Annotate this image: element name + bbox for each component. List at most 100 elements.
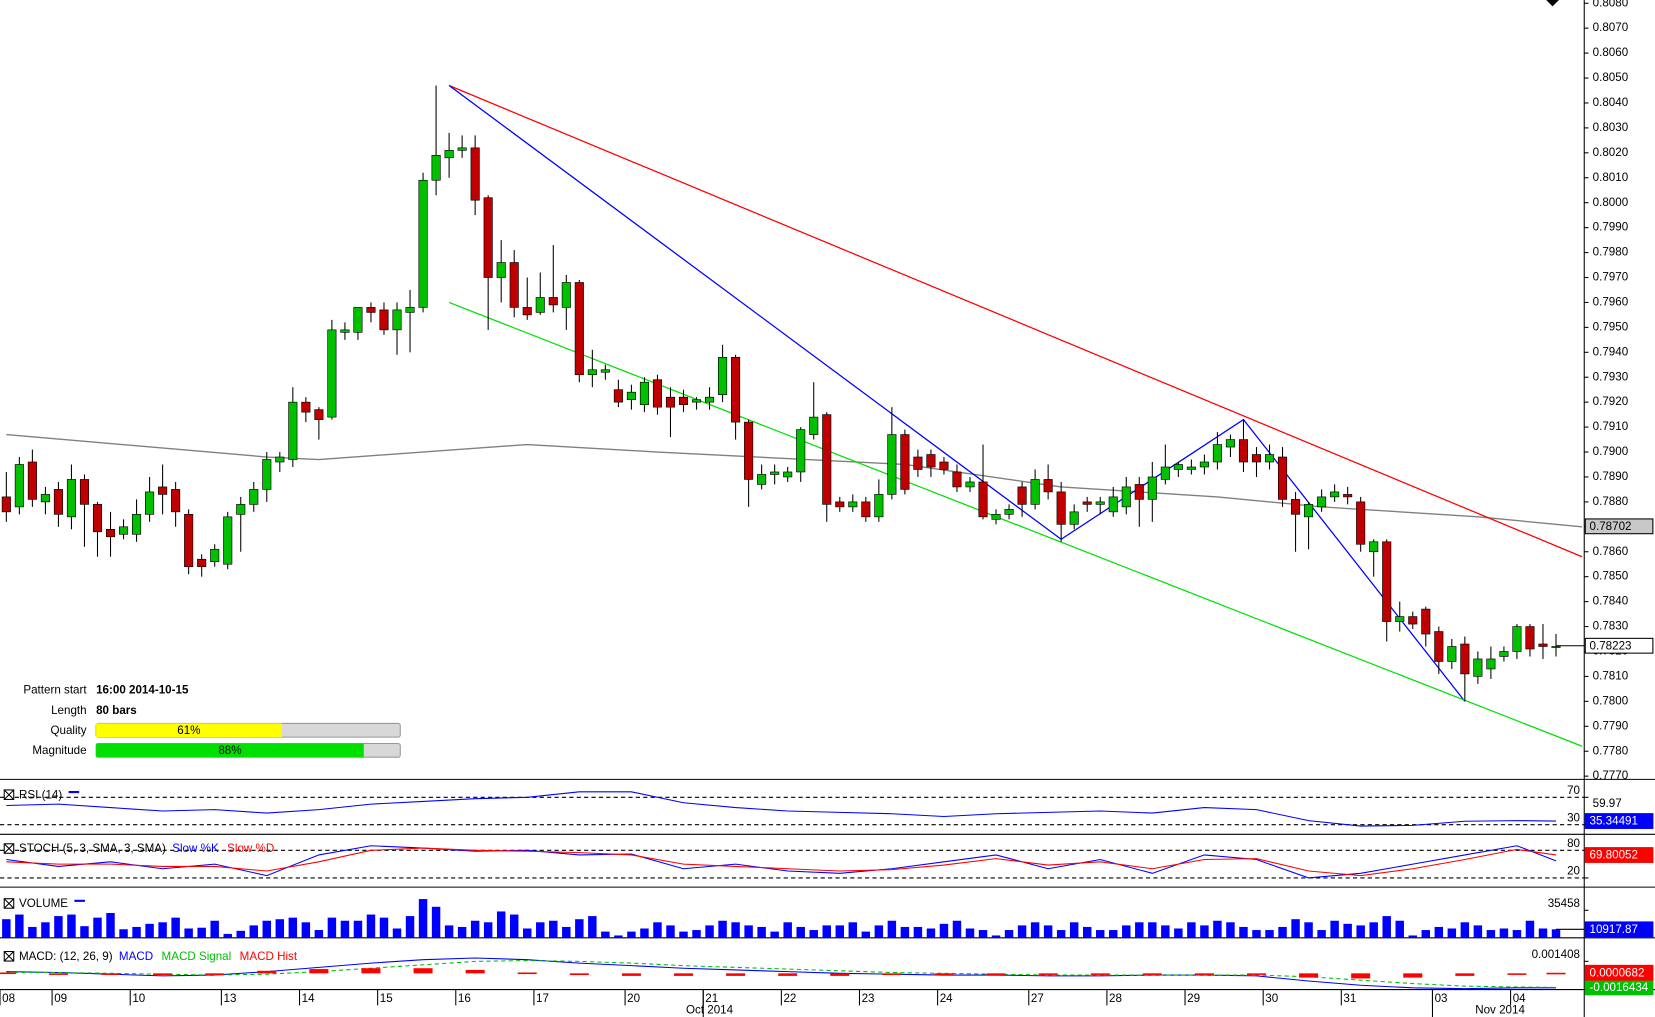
x-tick-label: 10 — [132, 992, 145, 1005]
volume-bar — [301, 922, 311, 938]
volume-bar — [223, 933, 232, 938]
volume-bar — [405, 916, 415, 938]
panel-title: MACD: (12, 26, 9) — [19, 950, 113, 963]
volume-bar — [1278, 926, 1287, 938]
candle-body — [327, 329, 337, 418]
histogram-bar — [1038, 973, 1058, 975]
candle-body — [1499, 651, 1509, 657]
volume-bar — [874, 925, 884, 938]
volume-bar — [1356, 925, 1365, 938]
y-tick-label: 0.8070 — [1593, 21, 1629, 34]
y-tick-label: 0.8020 — [1593, 146, 1629, 159]
x-tick-label: 31 — [1343, 992, 1356, 1005]
candle-body — [1277, 456, 1288, 500]
value-box-label: 10917.87 — [1590, 923, 1638, 936]
volume-bar — [93, 917, 102, 938]
volume-bar — [1226, 922, 1235, 938]
candle-body — [118, 526, 129, 535]
volume-bar — [796, 926, 805, 938]
volume-bar — [210, 920, 219, 938]
value-box — [1584, 921, 1654, 938]
volume-bar — [1252, 930, 1261, 938]
y-tick-label: 0.8010 — [1593, 171, 1629, 184]
histogram-bar — [0, 972, 16, 975]
volume-bar — [1187, 922, 1196, 938]
y-tick-label: 0.7770 — [1593, 769, 1629, 782]
candle-body — [1369, 541, 1379, 553]
candle-body — [158, 486, 168, 495]
volume-bar — [1538, 928, 1548, 938]
candle-body — [1512, 626, 1522, 652]
volume-bar — [835, 925, 844, 938]
candle-body — [1447, 646, 1457, 662]
candle-body — [1225, 439, 1235, 448]
histogram-bar — [882, 973, 902, 976]
y-tick-label: 0.7950 — [1593, 320, 1629, 333]
volume-bar — [1460, 922, 1470, 938]
candle-body — [197, 558, 207, 568]
legend-entry: Slow %K — [172, 842, 219, 855]
histogram-bar — [1403, 973, 1423, 978]
y-tick-label: 0.7990 — [1593, 221, 1629, 234]
volume-bar — [496, 911, 506, 938]
volume-bar — [809, 930, 818, 938]
volume-bar — [392, 928, 402, 938]
candle-body — [561, 282, 571, 308]
histogram-bar — [465, 969, 485, 974]
candle-body — [548, 297, 558, 306]
volume-bar — [1473, 925, 1483, 938]
candle-body — [444, 150, 454, 159]
volume-bar — [861, 931, 871, 938]
volume-bar — [731, 922, 740, 938]
candle-body — [1095, 501, 1105, 505]
pattern-line — [448, 301, 1583, 747]
candle-body — [691, 399, 702, 403]
panel-title: VOLUME — [19, 897, 68, 910]
volume-bar — [171, 917, 180, 938]
volume-bar — [887, 920, 897, 938]
y-tick-label: 0.8030 — [1593, 121, 1629, 134]
volume-bar — [1030, 922, 1040, 938]
histogram-bar — [1090, 973, 1110, 975]
candle-body — [105, 528, 116, 538]
candle-body — [79, 479, 90, 505]
volume-bar — [1369, 922, 1378, 938]
candle-body — [288, 401, 298, 460]
y-tick-label: 0.7790 — [1593, 719, 1629, 732]
volume-bar — [1447, 928, 1457, 938]
volume-bar — [1213, 920, 1222, 938]
info-value: 16:00 2014-10-15 — [96, 684, 189, 697]
candle-body — [262, 459, 272, 490]
y-tick-label: 35458 — [1548, 897, 1580, 910]
volume-bar — [80, 926, 89, 938]
volume-bar — [1408, 935, 1417, 938]
volume-bar — [666, 925, 675, 938]
x-tick-label: 16 — [458, 992, 471, 1005]
volume-bar — [991, 935, 1001, 938]
volume-bar — [640, 928, 649, 938]
volume-bar — [1343, 923, 1352, 938]
candle-body — [835, 501, 845, 508]
corner-marker — [1546, 0, 1559, 7]
y-tick-label: 30 — [1567, 811, 1580, 824]
x-tick-label: 20 — [627, 992, 640, 1005]
candle-body — [236, 504, 246, 515]
candle-body — [132, 514, 142, 535]
candle-body — [939, 461, 949, 470]
histogram-bar — [726, 973, 746, 976]
candle-body — [913, 456, 923, 470]
candle-body — [522, 307, 532, 316]
histogram-bar — [1507, 973, 1527, 975]
candle-body — [626, 391, 636, 400]
histogram-bar — [1455, 973, 1475, 976]
candle-body — [965, 481, 975, 488]
volume-bar — [470, 920, 480, 938]
panel-title: RSI (14) — [19, 788, 62, 801]
volume-bar — [1382, 916, 1391, 938]
candle-body — [1330, 491, 1340, 498]
volume-bar — [978, 930, 988, 938]
volume-bar — [770, 931, 779, 938]
value-box-label: 0.78223 — [1590, 639, 1632, 652]
volume-bar — [1421, 930, 1431, 938]
candle-body — [457, 147, 467, 151]
